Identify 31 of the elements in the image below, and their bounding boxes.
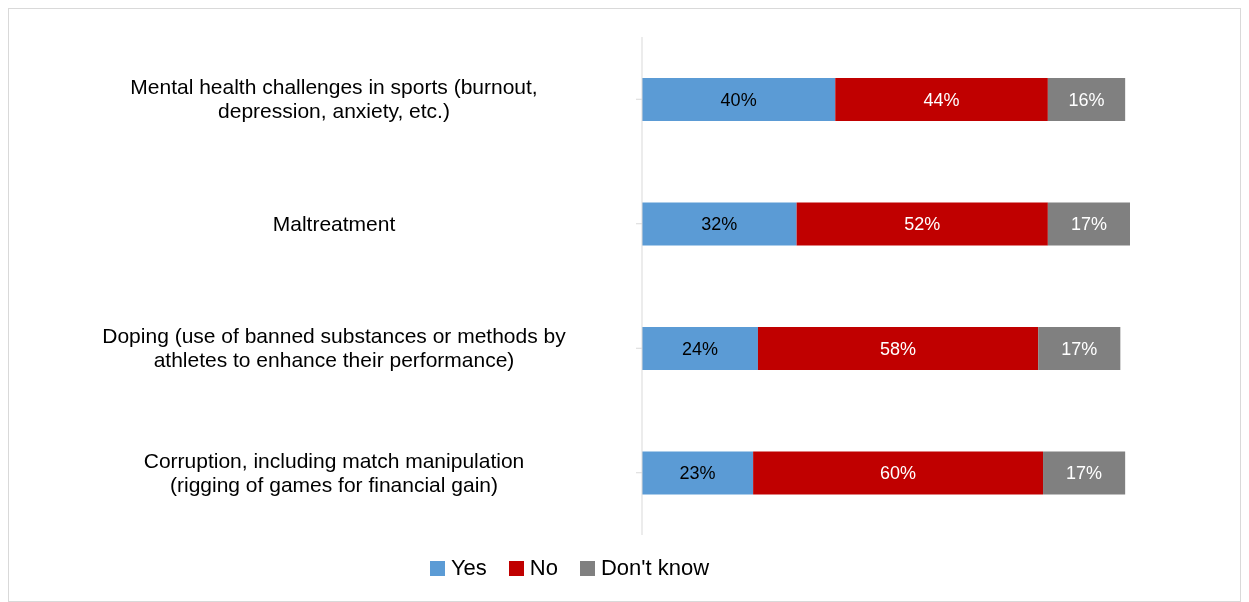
legend-label: Don't know <box>600 555 710 581</box>
bar <box>1047 78 1126 121</box>
data-label: 17% <box>1070 214 1107 235</box>
legend-label: Yes <box>450 555 487 581</box>
bar <box>1043 451 1126 495</box>
y-tick-label: Maltreatment <box>272 211 396 235</box>
data-label: 58% <box>880 338 917 359</box>
data-label: 40% <box>720 89 757 110</box>
bar <box>642 327 758 370</box>
bar <box>796 202 1048 246</box>
data-label: 24% <box>681 338 718 359</box>
bar <box>642 451 754 495</box>
data-label: 32% <box>701 214 738 235</box>
y-tick-label: Doping (use of banned substances or methods by athletes to enhance their performance) <box>102 324 567 372</box>
bar <box>642 202 797 246</box>
legend-label: No <box>529 555 558 581</box>
bar <box>642 78 836 121</box>
bar <box>1038 327 1121 370</box>
y-tick-label: Mental health challenges in sports (burnout, depression, anxiety, etc.) <box>130 75 538 123</box>
bar <box>835 78 1048 121</box>
bar <box>757 327 1039 370</box>
data-label: 23% <box>679 463 716 484</box>
data-label: 44% <box>923 89 960 110</box>
y-tick-label: Corruption, including match manipulation (rigging of games for financial gain) <box>143 448 525 496</box>
data-label: 60% <box>880 463 917 484</box>
data-label: 17% <box>1061 338 1098 359</box>
data-label: 17% <box>1066 463 1103 484</box>
bar <box>1047 202 1130 246</box>
bar <box>753 451 1044 495</box>
data-label: 52% <box>904 214 941 235</box>
data-label: 16% <box>1068 89 1105 110</box>
